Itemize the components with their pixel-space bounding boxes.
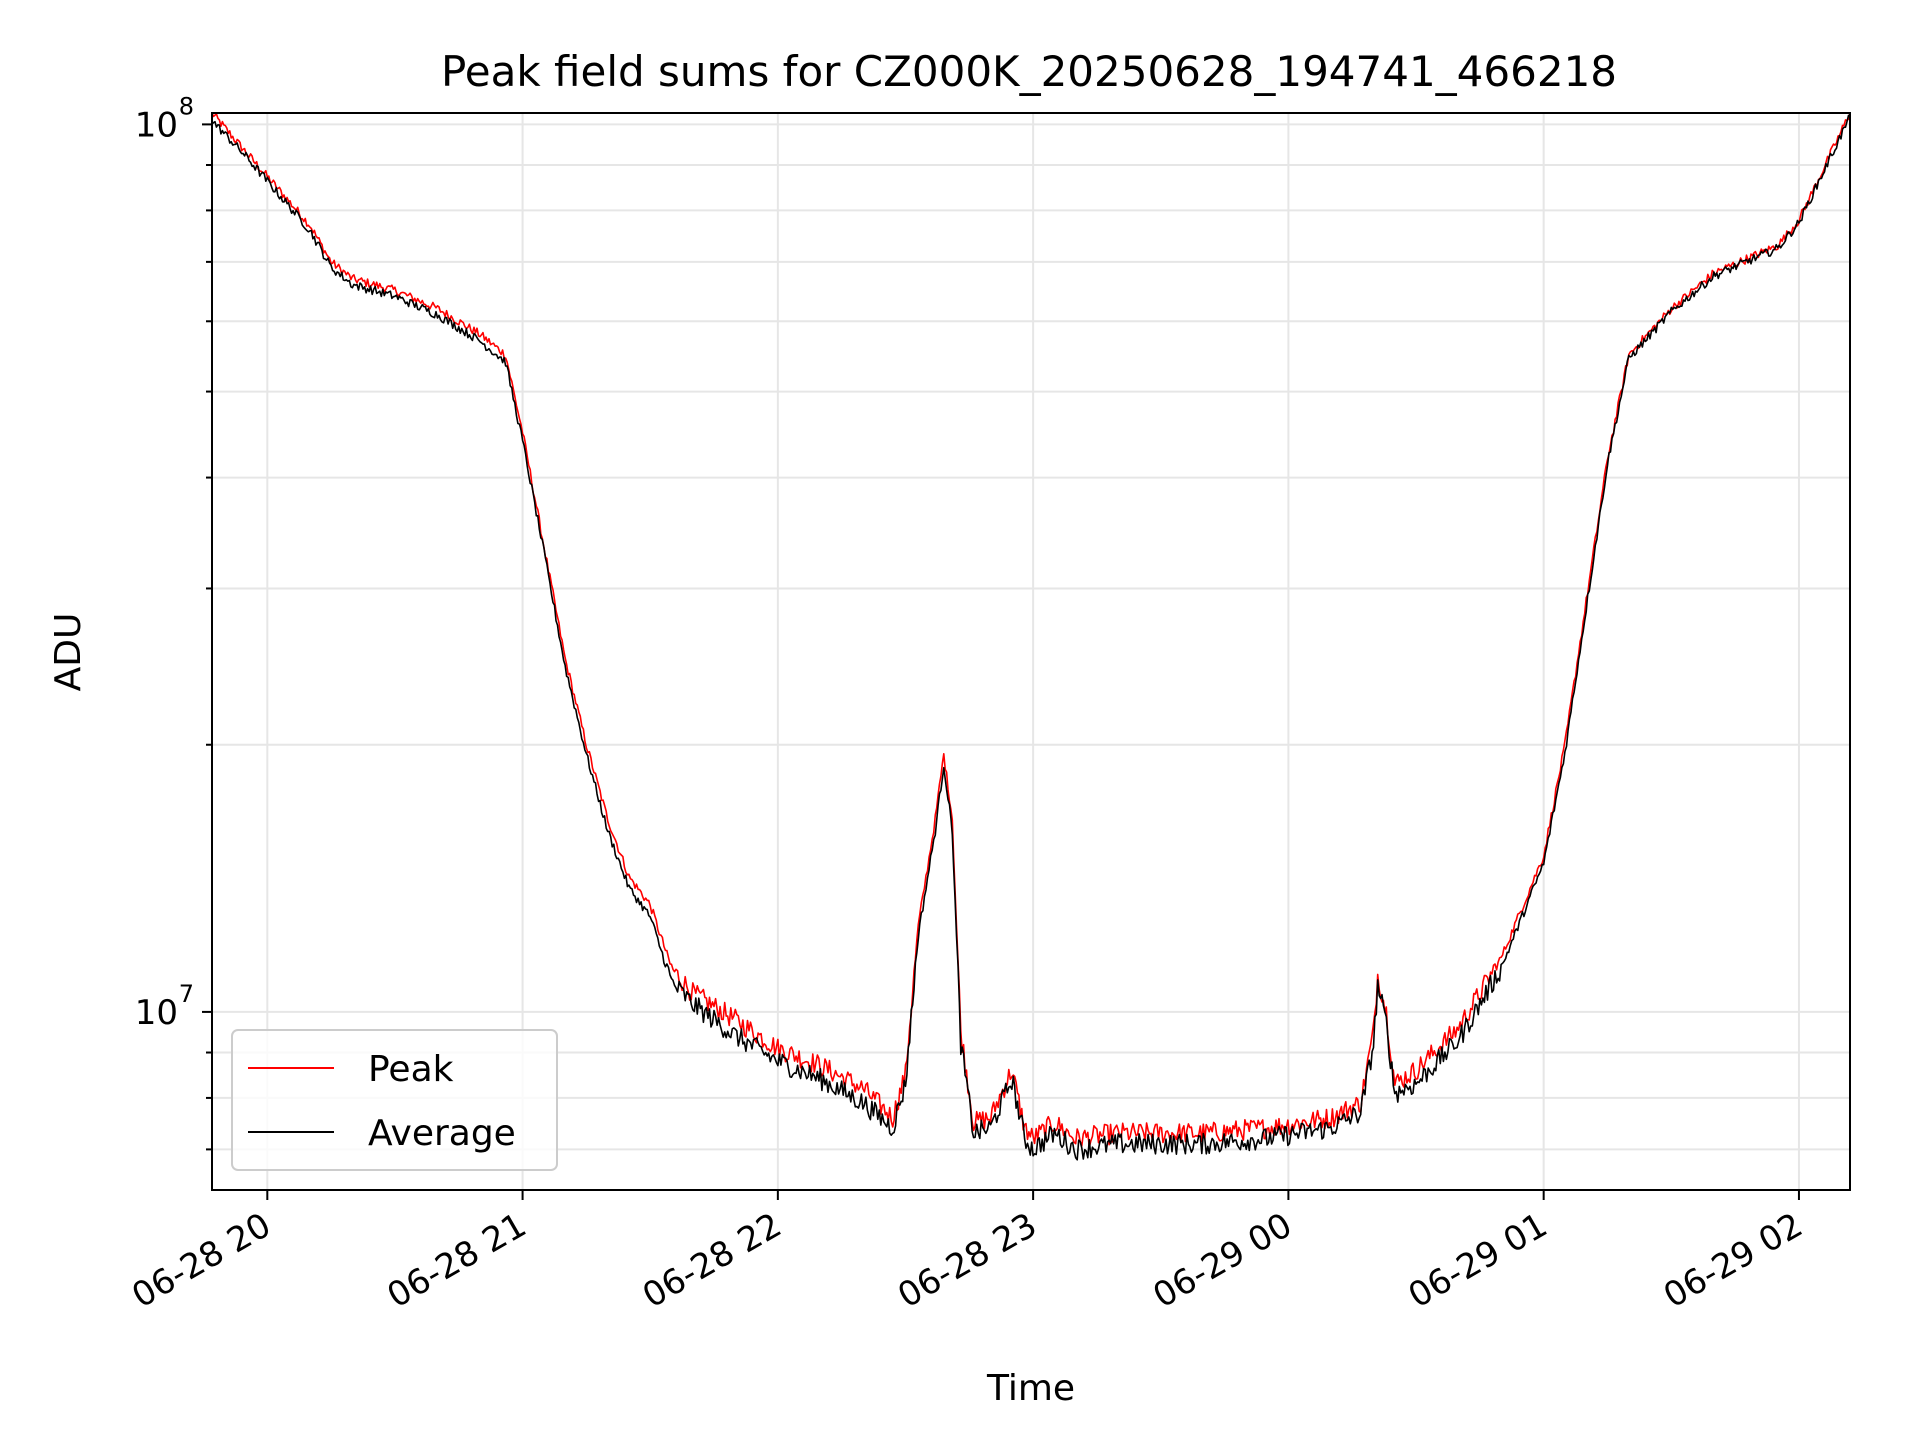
y-axis-label: ADU bbox=[48, 613, 89, 692]
chart-title: Peak field sums for CZ000K_20250628_1947… bbox=[441, 47, 1617, 96]
y-tick-label: 810 bbox=[135, 92, 194, 145]
y-tick-label: 710 bbox=[135, 980, 194, 1033]
x-axis-label: Time bbox=[986, 1368, 1075, 1409]
series-line-average bbox=[211, 114, 1851, 1161]
y-tick-base: 10 bbox=[135, 993, 178, 1033]
legend-label-peak: Peak bbox=[368, 1049, 454, 1090]
y-tick-exponent: 8 bbox=[179, 92, 194, 120]
y-tick-base: 10 bbox=[135, 105, 178, 145]
legend-box bbox=[231, 1029, 558, 1171]
legend: Peak Average bbox=[231, 1029, 558, 1171]
plot-frame bbox=[211, 112, 1851, 1191]
series-line-peak bbox=[211, 112, 1851, 1149]
grid bbox=[212, 113, 1850, 1190]
series-layer bbox=[211, 112, 1851, 1161]
y-tick-exponent: 7 bbox=[179, 980, 194, 1008]
legend-label-average: Average bbox=[368, 1113, 516, 1154]
